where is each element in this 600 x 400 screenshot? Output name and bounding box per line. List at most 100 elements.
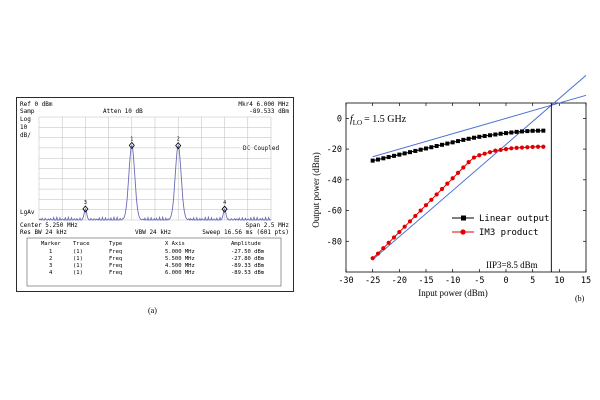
table-cell: (1) <box>73 256 83 262</box>
table-cell: 2 <box>49 256 52 262</box>
fit-line-1 <box>372 74 587 261</box>
table-cell: 1 <box>49 249 52 255</box>
point-im3-product <box>519 145 525 150</box>
analyzer-grid <box>38 116 272 221</box>
analyzer-markers: 1 2 3 4 <box>82 136 228 213</box>
chart-series <box>370 128 546 261</box>
lo-symbol: f <box>350 114 354 125</box>
point-linear-output <box>370 158 375 163</box>
x-tick-label: 5 <box>530 276 535 286</box>
point-linear-output <box>504 131 508 136</box>
point-linear-output <box>445 141 450 146</box>
point-linear-output <box>466 136 471 141</box>
table-cell: 4.500 MHz <box>165 263 195 269</box>
x-tick-label: 15 <box>581 276 591 286</box>
point-linear-output <box>509 130 514 135</box>
marker-readout: Mkr4 6.000 MHz <box>238 101 289 108</box>
point-im3-product <box>455 170 461 176</box>
left-label-1: Log <box>20 116 31 123</box>
point-linear-output <box>456 139 460 144</box>
point-im3-product <box>482 151 487 156</box>
point-linear-output <box>402 151 407 156</box>
point-im3-product <box>471 155 477 160</box>
table-header: Amplitude <box>231 241 261 247</box>
point-im3-product <box>386 240 391 245</box>
lo-annotation: fLO = 1.5 GHz <box>350 114 407 127</box>
x-tick-label: 0 <box>503 276 508 286</box>
y-tick-label: -80 <box>327 237 342 247</box>
point-linear-output <box>450 140 455 145</box>
point-im3-product <box>418 208 423 213</box>
marker-diamond-4 <box>221 205 228 213</box>
marker-table: Marker Trace Type X Axis Amplitude 1 (1) Freq 5.… <box>41 241 265 276</box>
point-linear-output <box>541 128 546 133</box>
legend-label-0: Linear output <box>479 214 549 224</box>
legend-marker-0 <box>461 215 466 221</box>
marker-label-3: 3 <box>84 200 87 206</box>
point-linear-output <box>498 131 503 136</box>
vbw: VBW 24 kHz <box>135 229 172 236</box>
point-im3-product <box>461 165 466 170</box>
point-im3-product <box>530 144 535 150</box>
point-im3-product <box>375 251 381 256</box>
ref-level: Ref 0 dBm <box>20 101 53 108</box>
point-im3-product <box>498 147 503 152</box>
fit-line-0 <box>372 94 587 158</box>
point-im3-product <box>503 146 509 152</box>
table-cell: Freq <box>109 270 122 276</box>
point-im3-product <box>402 224 407 229</box>
table-cell: (1) <box>73 263 83 269</box>
point-linear-output <box>434 144 439 149</box>
point-im3-product <box>493 148 498 153</box>
left-label-2: 10 <box>20 124 28 131</box>
sweep: Sweep 16.56 ms (601 pts) <box>202 229 289 236</box>
x-tick-label: -5 <box>474 276 484 286</box>
x-axis-title: Input power (dBm) <box>418 288 488 298</box>
plot-frame <box>345 102 587 273</box>
table-header: X Axis <box>165 241 185 247</box>
attenuation: Atten 10 dB <box>103 108 143 115</box>
point-im3-product <box>445 181 450 186</box>
marker-diamond-1 <box>128 141 135 149</box>
left-label-3: dB/ <box>20 132 31 139</box>
point-im3-product <box>370 256 375 261</box>
point-linear-output <box>525 129 530 134</box>
marker-label-2: 2 <box>177 137 180 143</box>
point-im3-product <box>514 145 519 150</box>
point-linear-output <box>482 134 487 139</box>
chart-axes: -30 -25 -20 -15 -10 -5 0 5 10 15 -80 -60 -40 -20 0 <box>327 102 591 286</box>
point-linear-output <box>418 147 423 152</box>
marker-label-4: 4 <box>223 200 226 206</box>
marker-readout-value: -89.533 dBm <box>249 108 289 115</box>
table-cell: -89.53 dBm <box>231 270 265 276</box>
point-linear-output <box>488 133 492 138</box>
point-linear-output <box>493 132 498 137</box>
table-cell: (1) <box>73 270 83 276</box>
point-linear-output <box>472 135 476 140</box>
caption-b: (b) <box>575 294 585 303</box>
spectrum-analyzer-screen: Ref 0 dBm Atten 10 dB Mkr4 6.000 MHz -89… <box>16 97 294 292</box>
table-cell: 5.500 MHz <box>165 256 195 262</box>
point-im3-product <box>413 213 418 219</box>
point-linear-output <box>477 134 482 139</box>
table-header: Trace <box>73 241 90 247</box>
dc-coupled-label: DC Coupled <box>243 145 280 152</box>
point-im3-product <box>535 144 541 149</box>
res-bw: Res BW 24 kHz <box>20 229 67 236</box>
lgav-label: LgAv <box>20 209 35 216</box>
marker-label-1: 1 <box>130 136 133 142</box>
table-cell: -89.33 dBm <box>231 263 265 269</box>
table-cell: 6.000 MHz <box>165 270 195 276</box>
table-cell: 5.000 MHz <box>165 249 195 255</box>
point-linear-output <box>408 150 412 155</box>
left-label-0: Samp <box>20 108 35 115</box>
table-cell: 3 <box>49 263 52 269</box>
y-tick-label: -40 <box>327 176 342 186</box>
table-header: Type <box>109 241 122 247</box>
point-im3-product <box>391 235 397 240</box>
point-linear-output <box>386 155 391 160</box>
point-linear-output <box>514 129 519 134</box>
x-tick-label: -10 <box>445 276 460 286</box>
iip3-label: IIP3=8.5 dBm <box>486 260 538 270</box>
series-line-0 <box>372 130 544 162</box>
